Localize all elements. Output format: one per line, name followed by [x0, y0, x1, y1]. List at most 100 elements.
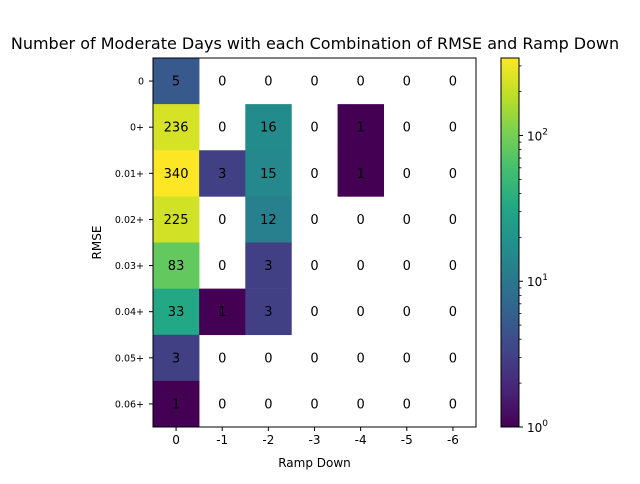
colorbar: 100 101 102	[500, 57, 548, 435]
y-tick-label: 0+	[130, 123, 144, 134]
heatmap-cell	[153, 58, 200, 105]
cell-value-label: 0	[310, 167, 318, 182]
x-tick-label: -2	[262, 433, 274, 447]
cell-value-label: 0	[357, 351, 365, 366]
cell-value-label: 0	[357, 305, 365, 320]
cell-value-label: 3	[218, 167, 226, 182]
heatmap-cells	[153, 58, 385, 428]
x-axis-label: Ramp Down	[278, 456, 351, 470]
cell-value-label: 0	[403, 121, 411, 136]
heatmap-cell	[153, 242, 200, 289]
cell-value-label: 0	[449, 167, 457, 182]
cell-value-label: 236	[164, 121, 189, 136]
colorbar-tick-label: 101	[527, 273, 548, 289]
cell-value-label: 0	[310, 121, 318, 136]
cell-value-label: 0	[310, 259, 318, 274]
cell-value-label: 83	[168, 259, 185, 274]
heatmap-cell	[199, 150, 246, 197]
cell-value-label: 0	[218, 75, 226, 90]
x-tick-label: -1	[216, 433, 228, 447]
cell-value-label: 16	[260, 121, 277, 136]
x-tick-label: -3	[309, 433, 321, 447]
cell-value-label: 225	[164, 213, 189, 228]
cell-value-label: 15	[260, 167, 277, 182]
cell-value-label: 0	[218, 213, 226, 228]
cell-value-label: 3	[172, 351, 180, 366]
x-tick-label: -6	[447, 433, 459, 447]
cell-value-label: 1	[172, 397, 180, 412]
cell-value-label: 1	[357, 121, 365, 136]
y-axis-ticks: 0 0+ 0.01+ 0.02+ 0.03+ 0.04+ 0.05+ 0.06+	[115, 77, 153, 410]
cell-value-label: 0	[449, 397, 457, 412]
cell-value-label: 0	[449, 305, 457, 320]
colorbar-tick-label: 100	[527, 419, 548, 435]
cell-value-label: 0	[264, 397, 272, 412]
cell-value-label: 0	[403, 167, 411, 182]
cell-value-label: 3	[264, 259, 272, 274]
heatmap-cell	[153, 104, 200, 151]
y-axis-label: RMSE	[90, 226, 104, 260]
cell-value-label: 0	[264, 75, 272, 90]
colorbar-gradient	[500, 57, 520, 428]
cell-value-label: 5	[172, 75, 180, 90]
y-tick-label: 0.05+	[115, 353, 144, 364]
cell-value-label: 0	[357, 213, 365, 228]
cell-value-label: 0	[218, 351, 226, 366]
cell-labels: 5 0 0 0 0 0 0 236 0 16 0 1 0 0 340 3 15 0 1 0 0 225 0 12 0 0 0 0 83 0…	[164, 75, 457, 413]
cell-value-label: 0	[218, 259, 226, 274]
colorbar-tick-label: 102	[527, 127, 548, 143]
cell-value-label: 0	[403, 75, 411, 90]
cell-value-label: 0	[310, 305, 318, 320]
cell-value-label: 0	[403, 213, 411, 228]
cell-value-label: 0	[310, 75, 318, 90]
x-tick-label: -4	[355, 433, 367, 447]
cell-value-label: 0	[218, 121, 226, 136]
y-tick-label: 0.01+	[115, 169, 144, 180]
cell-value-label: 0	[403, 397, 411, 412]
cell-value-label: 3	[264, 305, 272, 320]
y-tick-label: 0.04+	[115, 307, 144, 318]
x-tick-label: -5	[401, 433, 413, 447]
cell-value-label: 12	[260, 213, 277, 228]
heatmap-cell	[199, 288, 246, 336]
heatmap-cell	[245, 196, 292, 243]
chart-title: Number of Moderate Days with each Combin…	[11, 34, 619, 53]
y-tick-label: 0	[138, 77, 144, 88]
cell-value-label: 0	[449, 351, 457, 366]
cell-value-label: 0	[357, 259, 365, 274]
cell-value-label: 0	[310, 351, 318, 366]
heatmap-cell	[245, 104, 292, 151]
cell-value-label: 0	[357, 75, 365, 90]
x-axis-ticks: 0 -1 -2 -3 -4 -5 -6	[172, 427, 459, 447]
cell-value-label: 0	[264, 351, 272, 366]
cell-value-label: 0	[403, 351, 411, 366]
heatmap-cell	[153, 288, 200, 336]
cell-value-label: 0	[403, 305, 411, 320]
cell-value-label: 0	[449, 121, 457, 136]
y-tick-label: 0.03+	[115, 261, 144, 272]
heatmap-cell	[245, 288, 292, 336]
cell-value-label: 0	[403, 259, 411, 274]
x-tick-label: 0	[172, 433, 180, 447]
heatmap-cell	[337, 104, 385, 151]
heatmap-cell	[153, 196, 200, 243]
heatmap-cell	[153, 334, 200, 382]
colorbar-ticks: 100 101 102	[519, 65, 548, 435]
cell-value-label: 340	[164, 167, 189, 182]
heatmap-cell	[245, 150, 292, 197]
heatmap-cell	[245, 242, 292, 289]
cell-value-label: 1	[218, 305, 226, 320]
y-tick-label: 0.02+	[115, 215, 144, 226]
cell-value-label: 0	[310, 213, 318, 228]
cell-value-label: 0	[449, 75, 457, 90]
cell-value-label: 0	[357, 397, 365, 412]
heatmap-cell	[337, 150, 385, 197]
plot-frame	[152, 57, 477, 428]
cell-value-label: 33	[168, 305, 185, 320]
cell-value-label: 1	[357, 167, 365, 182]
cell-value-label: 0	[310, 397, 318, 412]
cell-value-label: 0	[449, 213, 457, 228]
heatmap-cell	[153, 150, 200, 197]
